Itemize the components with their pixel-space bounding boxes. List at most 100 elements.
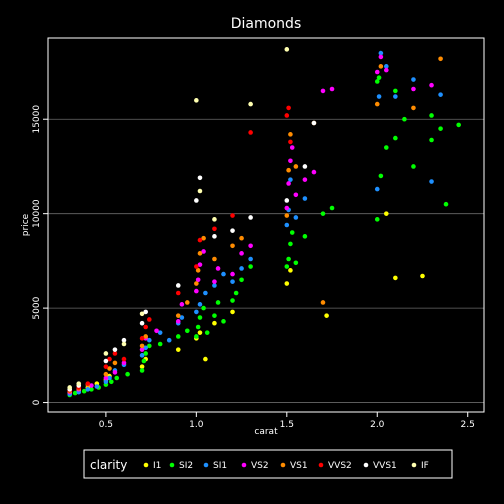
- point-si2-35: [329, 205, 335, 211]
- point-si1-27: [302, 196, 308, 201]
- y-axis-label: price: [21, 213, 31, 236]
- point-vs2-5: [121, 360, 127, 366]
- point-vvs2-15: [248, 130, 253, 135]
- point-vs2-20: [284, 205, 290, 211]
- point-si2-40: [402, 116, 407, 122]
- point-vs2-12: [195, 277, 201, 283]
- point-si2-48: [429, 113, 434, 118]
- point-vvs1-14: [302, 164, 308, 169]
- point-vs1-12: [197, 251, 203, 256]
- legend-label-vs2: VS2: [251, 461, 269, 471]
- legend-label-si1: SI1: [213, 461, 227, 471]
- x-tick-label-4: 2.5: [461, 420, 475, 430]
- legend-swatch-vvs1: [363, 462, 369, 468]
- x-tick-label-2: 1.5: [280, 420, 294, 430]
- point-vvs1-5: [139, 320, 145, 326]
- point-vvs2-8: [143, 324, 148, 330]
- data-points: [67, 47, 461, 398]
- point-vs1-14: [212, 256, 217, 262]
- point-if-1: [76, 381, 82, 386]
- point-i1-11: [203, 356, 208, 362]
- point-vs1-5: [112, 360, 118, 366]
- point-vs1-26: [438, 56, 443, 62]
- point-vs2-25: [302, 177, 308, 182]
- point-vvs2-18: [288, 139, 293, 145]
- point-vvs2-17: [286, 105, 291, 111]
- point-si1-35: [438, 92, 443, 97]
- point-si1-22: [248, 256, 253, 262]
- plot-frame: [47, 37, 485, 413]
- point-si2-27: [248, 264, 253, 269]
- point-si2-21: [212, 313, 217, 318]
- point-i1-19: [420, 273, 425, 279]
- point-i1-8: [175, 347, 181, 352]
- point-si2-11: [143, 351, 148, 356]
- point-vs1-20: [293, 164, 299, 169]
- point-i1-17: [384, 211, 389, 216]
- point-vs2-19: [248, 243, 253, 249]
- point-vs2-26: [311, 169, 317, 175]
- point-si2-24: [230, 298, 235, 303]
- point-si2-28: [284, 264, 290, 269]
- point-i1-13: [230, 309, 235, 315]
- point-if-9: [284, 47, 290, 52]
- point-vs1-4: [107, 366, 112, 371]
- point-i1-16: [324, 313, 329, 318]
- point-si2-17: [195, 324, 201, 330]
- point-si2-18: [197, 315, 203, 320]
- point-si2-47: [393, 88, 398, 94]
- point-if-7: [212, 217, 217, 222]
- legend-label-vs1: VS1: [290, 461, 308, 471]
- point-si2-22: [215, 300, 221, 305]
- point-vvs2-5: [112, 351, 118, 356]
- legend-label-i1: I1: [153, 461, 161, 471]
- point-si2-34: [320, 211, 326, 216]
- point-vvs1-3: [112, 347, 118, 352]
- series-si1: [67, 50, 443, 397]
- point-si1-32: [393, 94, 398, 99]
- point-vvs1-13: [284, 198, 290, 203]
- legend-swatch-vs1: [280, 462, 286, 468]
- point-si1-34: [429, 179, 434, 184]
- point-i1-18: [393, 275, 398, 281]
- point-vs2-30: [378, 54, 384, 60]
- point-vs2-6: [139, 347, 145, 352]
- point-vs1-7: [143, 334, 148, 339]
- point-si2-8: [125, 371, 130, 377]
- point-vs2-14: [201, 249, 206, 254]
- point-vvs1-9: [197, 175, 203, 181]
- point-vs1-9: [185, 300, 190, 305]
- point-si1-26: [293, 215, 299, 220]
- point-si1-10: [147, 337, 152, 343]
- x-axis: 0.5 1.0 1.5 2.0 2.5: [99, 412, 475, 430]
- point-if-3: [121, 341, 127, 347]
- point-i1-14: [284, 281, 290, 286]
- point-vs2-31: [384, 67, 389, 73]
- point-si2-49: [443, 201, 449, 207]
- point-si1-11: [157, 330, 163, 335]
- point-si1-4: [103, 379, 109, 385]
- point-vs2-28: [329, 86, 335, 92]
- legend-swatch-vs2: [241, 462, 247, 468]
- point-vs1-18: [286, 167, 291, 173]
- point-vs2-9: [175, 319, 181, 324]
- point-vvs1-10: [212, 234, 217, 239]
- point-if-2: [103, 351, 109, 356]
- legend: clarity I1 SI2 SI1 VS2 VS1 VVS2 VVS1 IF: [83, 449, 453, 479]
- series-si2: [67, 75, 461, 398]
- point-si1-30: [378, 50, 384, 56]
- point-vs2-8: [154, 328, 159, 334]
- point-vs1-25: [411, 105, 416, 111]
- chart-title: Diamonds: [231, 16, 302, 32]
- x-axis-label: carat: [254, 427, 278, 437]
- point-si1-2: [85, 387, 91, 392]
- point-vs2-29: [374, 69, 380, 75]
- point-si2-42: [429, 137, 434, 143]
- y-tick-label-1: 5000: [32, 296, 42, 319]
- point-vvs2-11: [194, 264, 199, 269]
- point-vvs1-8: [194, 198, 199, 203]
- legend-label-vvs1: VVS1: [373, 461, 397, 471]
- point-vs2-18: [239, 251, 244, 256]
- point-si2-15: [185, 328, 190, 334]
- point-vs2-22: [288, 158, 293, 164]
